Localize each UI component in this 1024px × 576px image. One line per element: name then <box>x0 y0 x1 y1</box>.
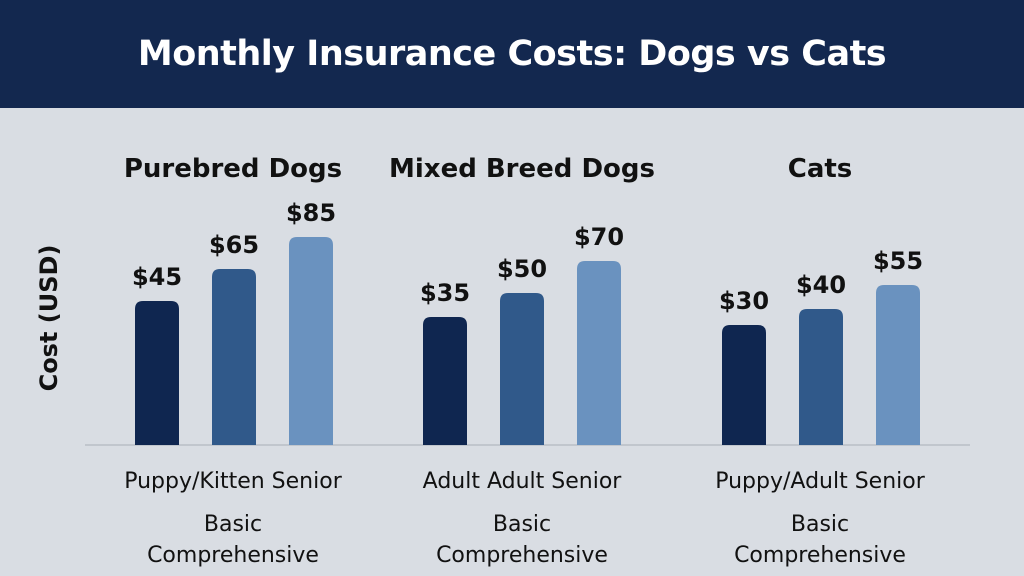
bar <box>423 317 467 445</box>
bar <box>135 301 179 445</box>
sub-label: Basic <box>791 512 849 537</box>
value-label: $55 <box>873 247 923 275</box>
bar <box>212 269 256 445</box>
value-label: $40 <box>796 271 846 299</box>
category-label: Puppy/Adult Senior <box>715 469 926 494</box>
value-label: $45 <box>132 263 182 291</box>
value-label: $30 <box>719 287 769 315</box>
value-label: $50 <box>497 255 547 283</box>
value-label: $65 <box>209 231 259 259</box>
group-title: Mixed Breed Dogs <box>389 154 655 184</box>
value-label: $85 <box>286 199 336 227</box>
category-label: Puppy/Kitten Senior <box>124 469 342 494</box>
sub-label: Comprehensive <box>436 543 608 568</box>
category-label: Adult Adult Senior <box>423 469 623 494</box>
chart-title: Monthly Insurance Costs: Dogs vs Cats <box>137 34 887 74</box>
bar <box>289 237 333 445</box>
sub-label: Basic <box>204 512 262 537</box>
value-label: $70 <box>574 223 624 251</box>
sub-label: Comprehensive <box>734 543 906 568</box>
sub-label: Basic <box>493 512 551 537</box>
chart-header: Monthly Insurance Costs: Dogs vs Cats <box>0 0 1024 108</box>
group-title: Purebred Dogs <box>124 154 342 184</box>
group-title: Cats <box>788 154 853 184</box>
bar <box>722 325 766 445</box>
bar <box>876 285 920 445</box>
sub-label: Comprehensive <box>147 543 319 568</box>
bar <box>577 261 621 445</box>
bar <box>500 293 544 445</box>
bar <box>799 309 843 445</box>
value-label: $35 <box>420 279 470 307</box>
y-axis-label: Cost (USD) <box>35 245 63 392</box>
